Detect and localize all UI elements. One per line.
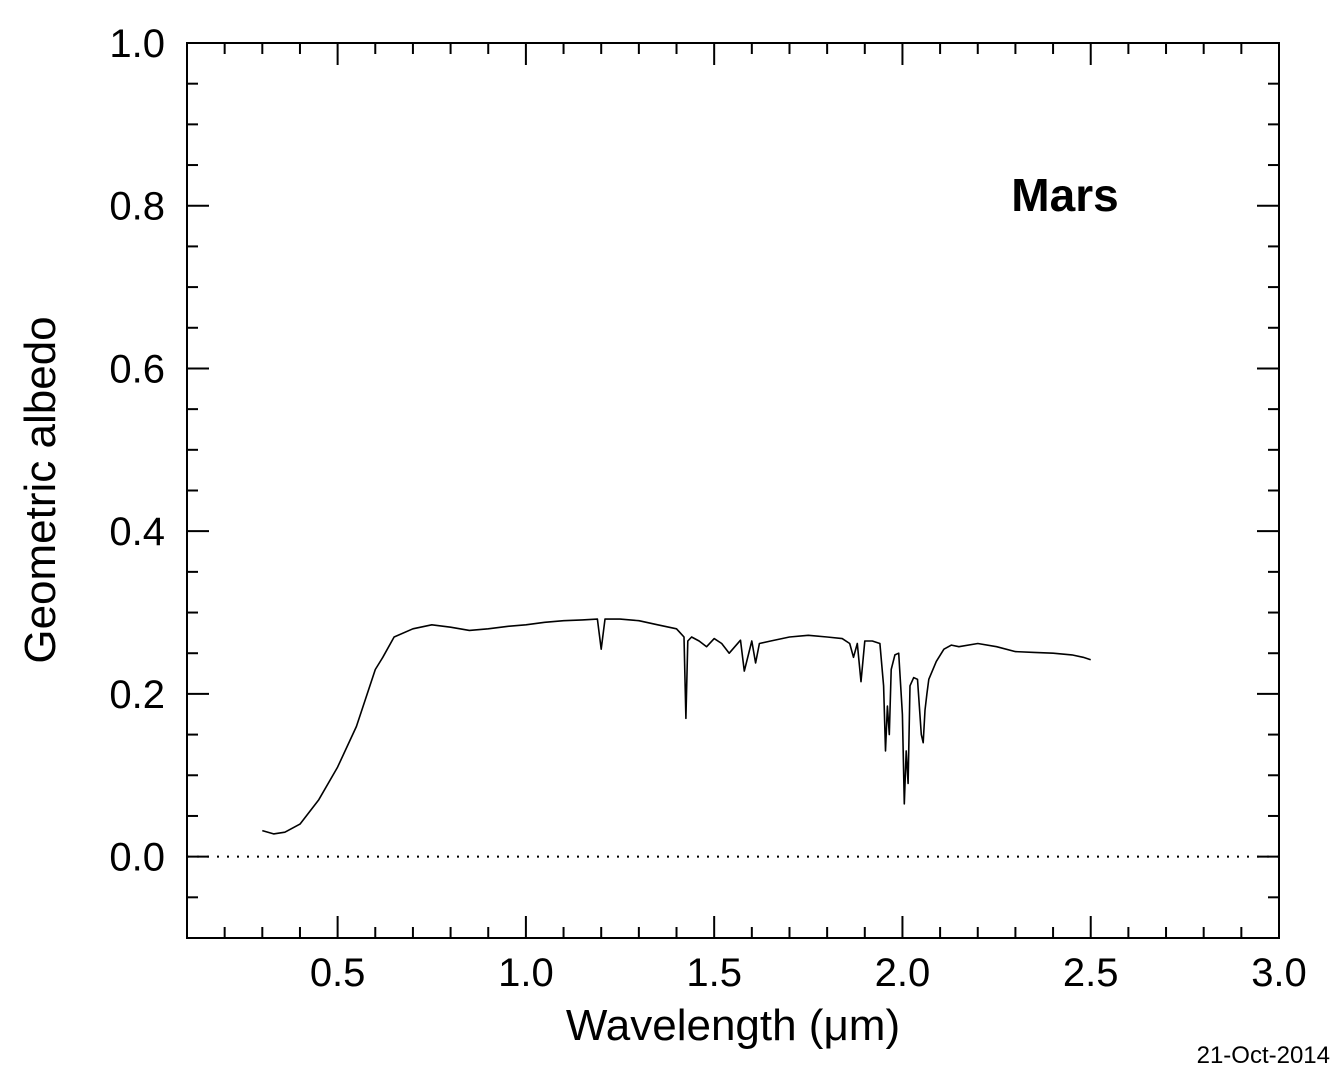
y-tick-label: 0.8 — [109, 185, 165, 229]
x-tick-label: 2.5 — [1063, 951, 1119, 995]
y-tick-label: 0.0 — [109, 836, 165, 880]
annotation-mars: Mars — [1011, 169, 1118, 221]
y-axis-ticks: 0.0 0.2 0.4 0.6 0.8 1.0 — [109, 22, 1279, 899]
x-tick-label: 1.5 — [686, 951, 742, 995]
date-stamp: 21-Oct-2014 — [1197, 1042, 1330, 1066]
y-tick-label: 0.6 — [109, 347, 165, 391]
x-tick-label: 3.0 — [1251, 951, 1307, 995]
x-axis-ticks: 0.5 1.0 1.5 2.0 2.5 3.0 — [223, 43, 1307, 995]
x-tick-label: 0.5 — [310, 951, 366, 995]
y-tick-label: 0.4 — [109, 510, 165, 554]
y-axis-title: Geometric albedo — [16, 316, 65, 663]
x-tick-label: 2.0 — [875, 951, 931, 995]
y-tick-label: 1.0 — [109, 22, 165, 66]
x-tick-label: 1.0 — [498, 951, 554, 995]
x-axis-title: Wavelength (μm) — [566, 1001, 900, 1050]
mars-albedo-line — [262, 618, 1091, 835]
y-tick-label: 0.2 — [109, 673, 165, 717]
